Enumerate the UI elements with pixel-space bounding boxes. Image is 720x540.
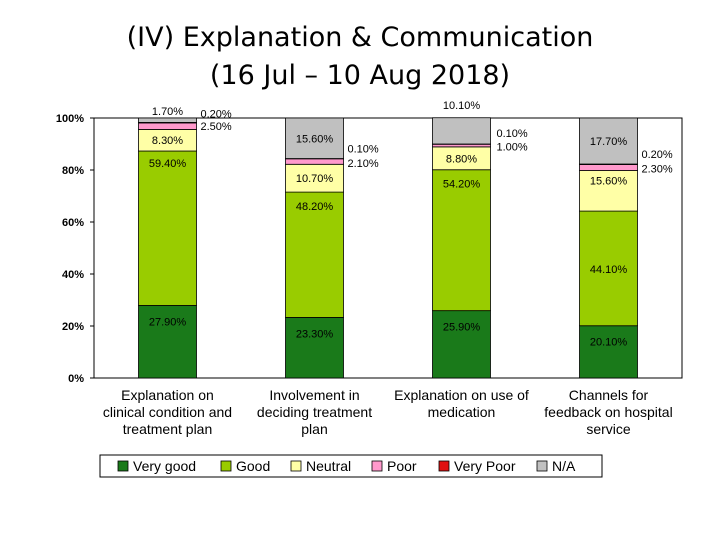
legend-label: Neutral <box>306 458 351 474</box>
category-label: Explanation on <box>121 387 214 403</box>
chart-title-line-1: (IV) Explanation & Communication <box>126 22 594 53</box>
data-label: 27.90% <box>149 316 187 328</box>
data-label: 10.70% <box>296 173 334 185</box>
category-label: feedback on hospital <box>544 404 672 420</box>
data-label: 0.10% <box>497 128 528 140</box>
legend-box <box>99 454 603 478</box>
category-label: Explanation on use of <box>394 387 529 403</box>
y-tick-label: 100% <box>56 113 84 125</box>
bar-segment <box>138 150 197 306</box>
data-label: 2.30% <box>642 164 673 176</box>
bar-segment <box>579 210 638 327</box>
category-label: clinical condition and <box>103 404 232 420</box>
data-label: 1.00% <box>497 141 528 153</box>
bar-segment <box>285 117 344 159</box>
data-label: 0.10% <box>348 144 379 156</box>
chart-title-line-2: (16 Jul – 10 Aug 2018) <box>209 60 511 91</box>
bar-segment <box>138 117 197 123</box>
bar-segment <box>138 305 197 379</box>
legend-label: N/A <box>552 458 576 474</box>
data-label: 48.20% <box>296 201 334 213</box>
category-label: Involvement in <box>269 387 359 403</box>
data-label: 0.20% <box>201 108 232 120</box>
bar-segment <box>579 164 638 171</box>
data-label: 15.60% <box>296 133 334 145</box>
legend-swatch <box>371 460 383 472</box>
legend-swatch <box>220 460 232 472</box>
legend-swatch <box>536 460 548 472</box>
category-label: Channels for <box>569 387 649 403</box>
data-label: 44.10% <box>590 264 628 276</box>
data-label: 10.10% <box>443 100 481 112</box>
data-label: 8.80% <box>446 153 477 165</box>
category-label: service <box>586 421 631 437</box>
legend-swatch <box>117 460 129 472</box>
data-label: 25.90% <box>443 322 481 334</box>
data-label: 17.70% <box>590 136 628 148</box>
legend-swatch <box>438 460 450 472</box>
data-label: 8.30% <box>152 135 183 147</box>
data-label: 0.20% <box>642 149 673 161</box>
legend-label: Poor <box>387 458 417 474</box>
bar-segment <box>285 158 344 165</box>
data-label: 23.30% <box>296 328 334 340</box>
data-label: 15.60% <box>590 176 628 188</box>
data-label: 59.40% <box>149 158 187 170</box>
bar-segment <box>579 325 638 379</box>
bar-segment <box>138 122 197 130</box>
category-label: medication <box>428 404 496 420</box>
category-label: plan <box>301 421 327 437</box>
bar-segment <box>432 169 491 312</box>
y-tick-label: 20% <box>62 321 84 333</box>
bar-segment <box>285 317 344 379</box>
legend-label: Very good <box>133 458 196 474</box>
y-tick-label: 40% <box>62 269 84 281</box>
plot-frame <box>93 117 683 379</box>
data-label: 1.70% <box>152 106 183 118</box>
data-label: 20.10% <box>590 337 628 349</box>
legend-label: Very Poor <box>454 458 516 474</box>
y-tick-label: 80% <box>62 165 84 177</box>
data-label: 54.20% <box>443 179 481 191</box>
data-label: 2.10% <box>348 158 379 170</box>
category-label: treatment plan <box>123 421 213 437</box>
bar-segment <box>579 117 638 165</box>
category-label: deciding treatment <box>257 404 372 420</box>
legend-label: Good <box>236 458 270 474</box>
legend-swatch <box>290 460 302 472</box>
bar-segment <box>432 117 491 145</box>
bar-segment <box>579 170 638 212</box>
data-label: 2.50% <box>201 121 232 133</box>
y-tick-label: 60% <box>62 217 84 229</box>
y-tick-label: 0% <box>68 373 84 385</box>
